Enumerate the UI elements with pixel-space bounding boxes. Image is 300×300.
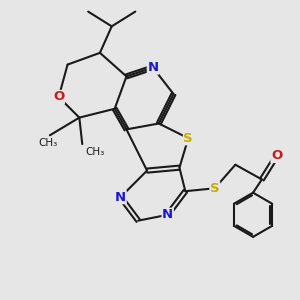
Text: O: O	[271, 149, 282, 162]
Text: S: S	[184, 132, 193, 145]
Text: CH₃: CH₃	[39, 138, 58, 148]
Text: O: O	[53, 91, 64, 103]
Text: S: S	[210, 182, 220, 195]
Text: N: N	[147, 61, 158, 74]
Text: N: N	[162, 208, 173, 221]
Text: N: N	[115, 190, 126, 204]
Text: CH₃: CH₃	[85, 147, 104, 157]
